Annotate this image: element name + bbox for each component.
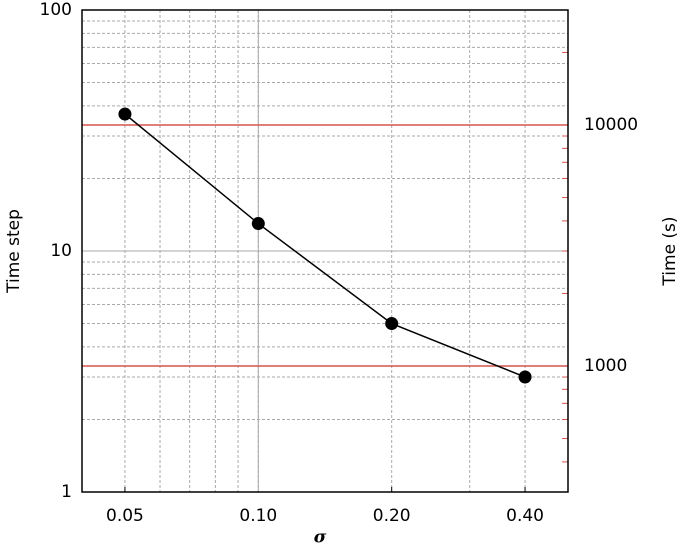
data-point bbox=[251, 217, 265, 231]
y2-tick-label: 1000 bbox=[584, 356, 627, 376]
x-tick-label: 0.40 bbox=[506, 506, 544, 526]
x-tick-label: 0.05 bbox=[106, 506, 144, 526]
data-point bbox=[118, 107, 132, 121]
y-tick-label: 1 bbox=[61, 482, 72, 502]
x-axis-label: σ bbox=[314, 528, 327, 548]
x-tick-label: 0.10 bbox=[239, 506, 277, 526]
line bbox=[124, 113, 526, 378]
plot-frame bbox=[81, 9, 569, 493]
y2-axis-label: Time (s) bbox=[660, 216, 680, 286]
data-point bbox=[385, 317, 399, 331]
y2-tick-label: 10000 bbox=[584, 115, 638, 135]
x-tick-label: 0.20 bbox=[373, 506, 411, 526]
y-tick-label: 100 bbox=[40, 0, 72, 20]
y-axis-label: Time step bbox=[4, 209, 24, 294]
data-point bbox=[518, 370, 532, 384]
y-tick-label: 10 bbox=[50, 241, 72, 261]
